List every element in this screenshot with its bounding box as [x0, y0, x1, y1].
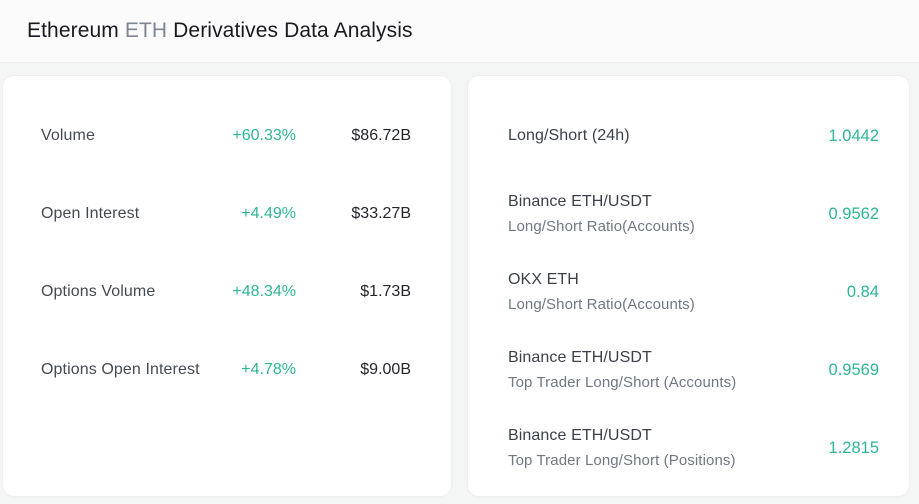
long-short-ratios-card: Long/Short (24h) 1.0442 Binance ETH/USDT… — [467, 75, 910, 497]
ratio-value: 1.2815 — [828, 438, 879, 457]
derivatives-metrics-card: Volume +60.33% $86.72B Open Interest +4.… — [2, 75, 452, 497]
metric-label: Options Open Interest — [41, 361, 200, 378]
metric-row-volume: Volume +60.33% $86.72B — [41, 97, 411, 175]
metric-value: $33.27B — [351, 205, 411, 222]
metric-change: +4.49% — [241, 205, 296, 222]
asset-name: Ethereum — [27, 19, 119, 42]
asset-symbol: ETH — [124, 19, 168, 42]
page-title-text: Derivatives Data Analysis — [173, 19, 413, 42]
page-header: Ethereum ETH Derivatives Data Analysis — [0, 0, 919, 63]
ratio-value: 1.0442 — [828, 126, 879, 145]
ratio-value: 0.9569 — [828, 360, 879, 379]
ratio-row-long-short-24h: Long/Short (24h) 1.0442 — [508, 97, 879, 175]
ratio-label-block: Binance ETH/USDT Top Trader Long/Short (… — [508, 349, 829, 391]
ratio-label: Binance ETH/USDT — [508, 193, 652, 210]
ratio-label-block: Binance ETH/USDT Top Trader Long/Short (… — [508, 427, 829, 469]
ratio-label-block: OKX ETH Long/Short Ratio(Accounts) — [508, 271, 847, 313]
ratio-value: 0.84 — [846, 282, 879, 301]
ratio-label-block: Long/Short (24h) — [508, 127, 829, 145]
metric-value: $9.00B — [360, 361, 411, 378]
metric-row-open-interest: Open Interest +4.49% $33.27B — [41, 175, 411, 253]
metric-change: +60.33% — [232, 127, 296, 144]
metric-label: Open Interest — [41, 205, 140, 222]
ratio-label: Binance ETH/USDT — [508, 349, 652, 366]
cards-container: Volume +60.33% $86.72B Open Interest +4.… — [2, 75, 910, 497]
ratio-value: 0.9562 — [828, 204, 879, 223]
ratio-label-block: Binance ETH/USDT Long/Short Ratio(Accoun… — [508, 193, 829, 235]
metric-value: $1.73B — [360, 283, 411, 300]
ratio-sublabel: Top Trader Long/Short (Positions) — [508, 452, 736, 469]
ratio-row-binance-top-trader-accounts: Binance ETH/USDT Top Trader Long/Short (… — [508, 331, 879, 409]
ratio-row-okx-accounts: OKX ETH Long/Short Ratio(Accounts) 0.84 — [508, 253, 879, 331]
metric-change: +4.78% — [241, 361, 296, 378]
metric-row-options-open-interest: Options Open Interest +4.78% $9.00B — [41, 331, 411, 409]
ratio-row-binance-top-trader-positions: Binance ETH/USDT Top Trader Long/Short (… — [508, 409, 879, 487]
metric-row-options-volume: Options Volume +48.34% $1.73B — [41, 253, 411, 331]
metric-label: Options Volume — [41, 283, 156, 300]
ratio-sublabel: Long/Short Ratio(Accounts) — [508, 296, 695, 313]
ratio-label: OKX ETH — [508, 271, 579, 288]
page-title: Ethereum ETH Derivatives Data Analysis — [27, 19, 413, 43]
ratio-label: Long/Short (24h) — [508, 127, 630, 144]
metric-label: Volume — [41, 127, 95, 144]
metric-value: $86.72B — [351, 127, 411, 144]
metric-change: +48.34% — [232, 283, 296, 300]
ratio-label: Binance ETH/USDT — [508, 427, 652, 444]
ratio-sublabel: Top Trader Long/Short (Accounts) — [508, 374, 737, 391]
ratio-row-binance-accounts: Binance ETH/USDT Long/Short Ratio(Accoun… — [508, 175, 879, 253]
ratio-sublabel: Long/Short Ratio(Accounts) — [508, 218, 695, 235]
